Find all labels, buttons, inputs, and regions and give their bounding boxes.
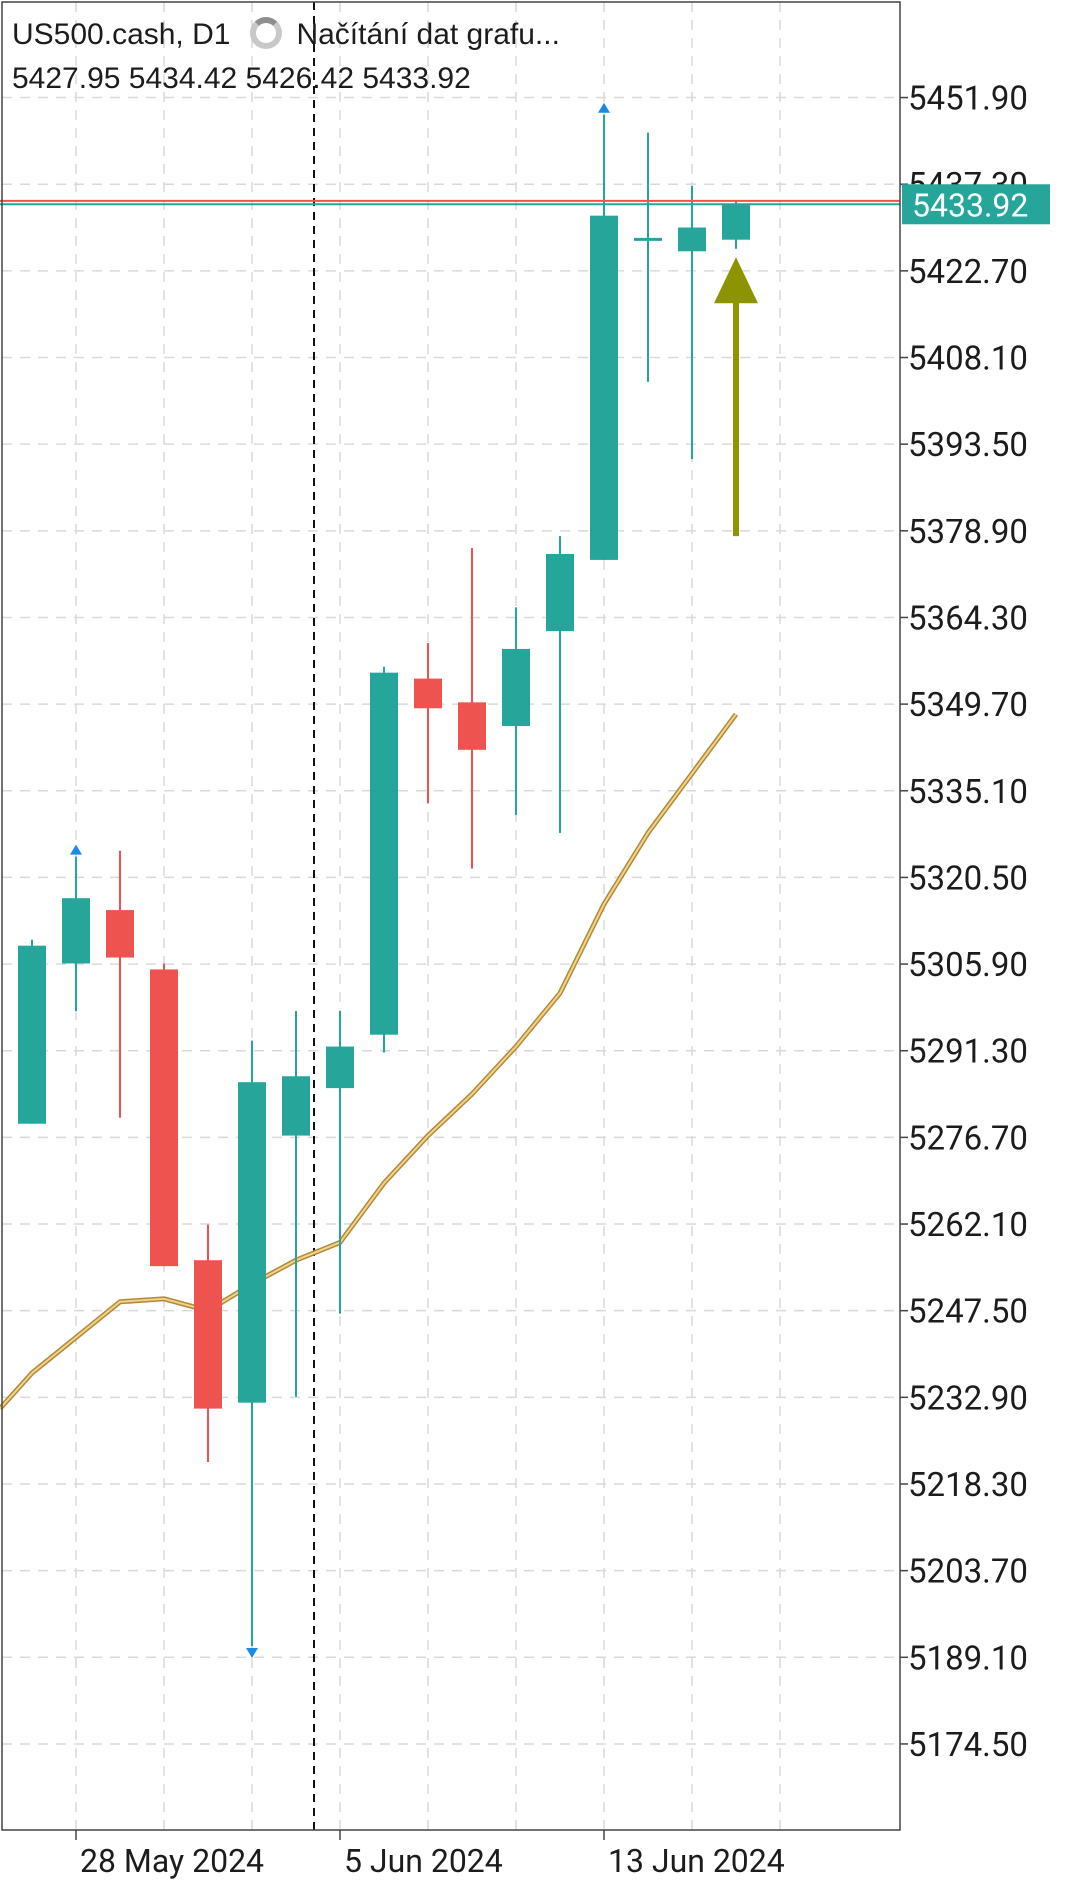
- y-axis-tick-label: 5189.10: [908, 1639, 1028, 1678]
- x-axis-tick-label: 13 Jun 2024: [608, 1842, 785, 1880]
- y-axis-tick-label: 5378.90: [908, 513, 1028, 552]
- candle-body-bullish: [502, 648, 530, 727]
- candle-body-bearish: [106, 910, 134, 958]
- y-axis-tick-label: 5320.50: [908, 859, 1028, 898]
- candle-body-bullish: [370, 672, 398, 1035]
- y-axis-tick-label: 5203.70: [908, 1553, 1028, 1592]
- candle-body-bullish: [678, 227, 706, 252]
- y-axis-tick-label: 5364.30: [908, 599, 1028, 638]
- y-axis-tick-label: 5451.90: [908, 80, 1028, 119]
- y-axis-tick-label: 5305.90: [908, 946, 1028, 985]
- x-axis-tick-label: 5 Jun 2024: [344, 1842, 503, 1880]
- ohlc-values: 5427.95 5434.42 5426.42 5433.92: [12, 62, 471, 95]
- y-axis-tick-label: 5276.70: [908, 1119, 1028, 1158]
- price-lines: [0, 199, 900, 206]
- chart-header: US500.cash, D1 Načítání dat grafu...: [12, 17, 560, 52]
- candle-body-bearish: [194, 1260, 222, 1409]
- high-marker-icon: [70, 844, 82, 855]
- grid-lines: [2, 2, 900, 1830]
- candle-body-bullish: [238, 1082, 266, 1403]
- moving-average-line: [0, 713, 737, 1410]
- y-axis-tick-label: 5247.50: [908, 1293, 1028, 1332]
- current-price-tag: [902, 184, 1050, 225]
- y-axis-tick-label: 5174.50: [908, 1726, 1028, 1765]
- loading-spinner-icon: [250, 17, 283, 50]
- y-axis-tick-label: 5291.30: [908, 1033, 1028, 1072]
- plot-border: [1, 1, 901, 1831]
- buy-signal-arrow-icon: [714, 257, 758, 304]
- x-axis-tick-label: 28 May 2024: [80, 1842, 264, 1880]
- low-marker-icon: [246, 1648, 258, 1659]
- y-axis-tick-label: 5262.10: [908, 1206, 1028, 1245]
- markers: [70, 102, 758, 1659]
- symbol-label: US500.cash, D1: [12, 18, 231, 51]
- candles: [18, 114, 750, 1647]
- moving-average: [0, 712, 739, 1411]
- candle-body-bearish: [414, 678, 442, 709]
- candle-body-bullish: [722, 204, 750, 240]
- candle-body-bullish: [282, 1076, 310, 1136]
- y-axis-tick-label: 5232.90: [908, 1379, 1028, 1418]
- candle-body-bullish: [62, 898, 90, 964]
- y-axis-tick-label: 5349.70: [908, 686, 1028, 725]
- y-axis-tick-label: 5408.10: [908, 340, 1028, 379]
- y-axis-tick-label: 5422.70: [908, 253, 1028, 292]
- high-marker-icon: [598, 102, 610, 113]
- candle-body-bearish: [458, 702, 486, 750]
- y-axis-tick-label: 5218.30: [908, 1466, 1028, 1505]
- candle-body-bullish: [590, 215, 618, 560]
- axes: 5451.905437.305422.705408.105393.505378.…: [1, 1, 1050, 1880]
- y-axis-tick-label: 5393.50: [908, 426, 1028, 465]
- candle-body-bearish: [150, 969, 178, 1267]
- current-price-label: 5433.92: [912, 186, 1028, 224]
- loading-text: Načítání dat grafu...: [296, 18, 560, 51]
- candle-body-bullish: [18, 945, 46, 1124]
- y-axis-tick-label: 5335.10: [908, 773, 1028, 812]
- candle-body-bullish: [326, 1046, 354, 1089]
- candle-body-bullish: [546, 553, 574, 632]
